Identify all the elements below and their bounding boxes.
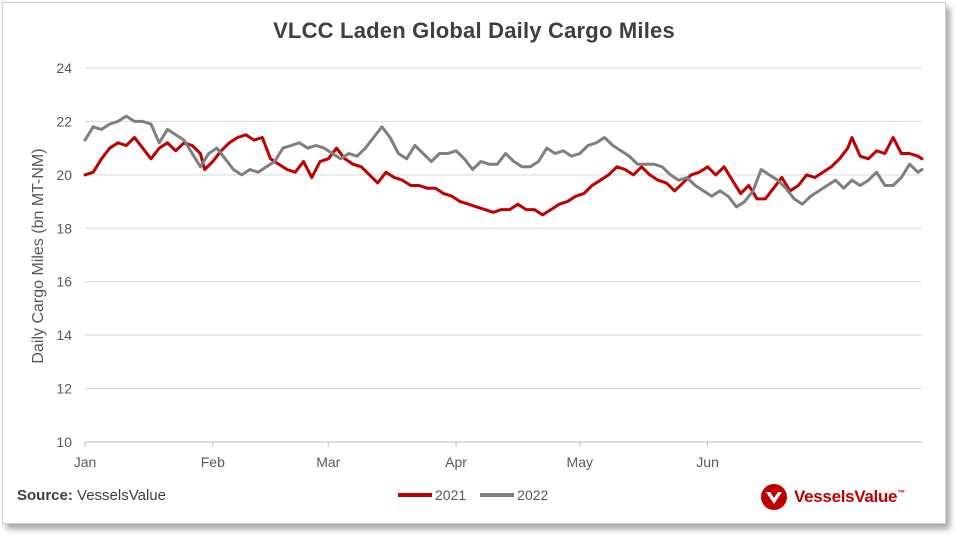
- y-tick-24: 24: [56, 60, 72, 76]
- series-lines: [83, 114, 924, 217]
- x-tick-apr: Apr: [445, 454, 467, 470]
- y-tick-12: 12: [56, 381, 72, 397]
- x-tick-may: May: [567, 454, 593, 470]
- x-tick-jan: Jan: [74, 454, 97, 470]
- x-tick-mar: Mar: [316, 454, 340, 470]
- brand-mark-icon: [761, 484, 787, 510]
- source-value: VesselsValue: [77, 487, 166, 504]
- x-tick-jun: Jun: [696, 454, 719, 470]
- y-axis-label: Daily Cargo Miles (bn MT-NM): [30, 148, 47, 363]
- legend-label-2022: 2022: [517, 487, 549, 503]
- y-tick-labels: 10 12 14 16 18 20 22 24: [56, 60, 72, 450]
- legend-item-2021: 2021: [398, 487, 466, 503]
- legend: 2021 2022: [398, 487, 548, 503]
- y-tick-10: 10: [56, 434, 72, 450]
- y-tick-20: 20: [56, 167, 72, 183]
- y-tick-22: 22: [56, 113, 72, 129]
- x-tick-labels: Jan Feb Mar Apr May Jun: [74, 442, 719, 470]
- series-line-2021: [83, 133, 924, 217]
- chart-title: VLCC Laden Global Daily Cargo Miles: [273, 18, 675, 43]
- grid-lines: [85, 67, 922, 443]
- series-line-2022: [83, 114, 924, 209]
- legend-label-2021: 2021: [435, 487, 467, 503]
- source-note: Source: VesselsValue: [17, 487, 166, 504]
- y-tick-18: 18: [56, 220, 72, 236]
- legend-swatch-2021: [398, 493, 432, 497]
- source-label: Source:: [17, 487, 73, 504]
- legend-item-2022: 2022: [480, 487, 548, 503]
- y-tick-14: 14: [56, 327, 72, 343]
- x-tick-feb: Feb: [201, 454, 225, 470]
- brand-logo: VesselsValue™: [760, 483, 905, 511]
- chart-frame: [2, 2, 946, 524]
- legend-swatch-2022: [480, 493, 515, 497]
- brand-name: VesselsValue™: [794, 487, 905, 506]
- y-tick-16: 16: [56, 274, 72, 290]
